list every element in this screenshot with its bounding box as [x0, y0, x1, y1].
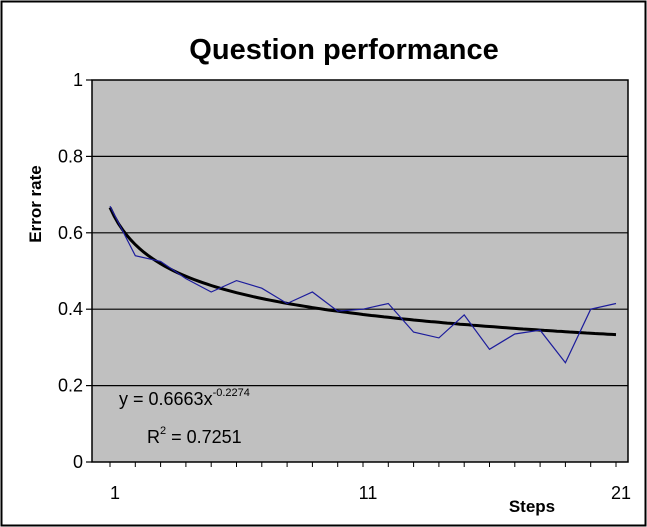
equation-exponent: -0.2274: [213, 387, 250, 399]
r2-letter: R: [147, 427, 160, 447]
axes: [86, 79, 617, 467]
y-tick-labels: 0 0.2 0.4 0.6 0.8 1: [58, 70, 83, 472]
series-line-error-rate: [109, 205, 617, 364]
x-tick-label: 1: [110, 483, 120, 503]
y-tick-label: 0.4: [58, 299, 83, 319]
r2-exponent: 2: [160, 425, 166, 437]
x-tick-label: 11: [359, 483, 378, 503]
r2-value: = 0.7251: [166, 427, 242, 447]
r-squared-label: R2 = 0.7251: [147, 425, 242, 447]
x-tick-label: 21: [611, 483, 631, 503]
plot-area: [91, 79, 629, 463]
trendline-power: [108, 206, 617, 337]
y-tick-label: 0: [73, 452, 83, 472]
x-axis-title: Steps: [509, 497, 555, 516]
x-tick-labels: 1 11 21: [110, 483, 631, 503]
y-tick-label: 0.8: [58, 146, 83, 166]
y-tick-label: 0.2: [58, 376, 83, 396]
equation-main: y = 0.6663x: [119, 389, 213, 409]
y-axis-title: Error rate: [26, 165, 45, 242]
trendline-equation: y = 0.6663x-0.2274: [119, 387, 250, 409]
y-tick-label: 0.6: [58, 223, 83, 243]
chart-title: Question performance: [189, 34, 498, 66]
y-tick-label: 1: [73, 70, 83, 90]
